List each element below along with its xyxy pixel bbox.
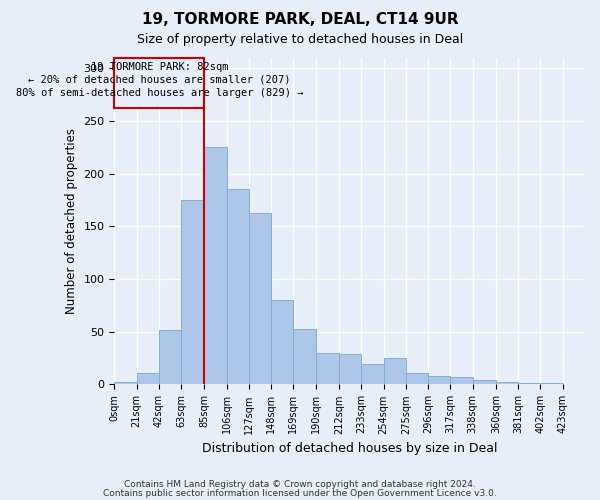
Bar	[249, 212, 271, 384]
Bar	[339, 354, 361, 384]
X-axis label: Distribution of detached houses by size in Deal: Distribution of detached houses by size …	[202, 442, 497, 455]
Bar	[496, 382, 518, 384]
Bar	[316, 353, 339, 384]
Bar	[428, 376, 451, 384]
Text: Contains HM Land Registry data © Crown copyright and database right 2024.: Contains HM Land Registry data © Crown c…	[124, 480, 476, 489]
Bar	[137, 373, 159, 384]
Y-axis label: Number of detached properties: Number of detached properties	[65, 128, 78, 314]
Bar	[473, 380, 496, 384]
Bar	[271, 300, 293, 384]
Bar	[114, 382, 137, 384]
Text: Size of property relative to detached houses in Deal: Size of property relative to detached ho…	[137, 32, 463, 46]
Bar	[383, 358, 406, 384]
Bar	[227, 190, 249, 384]
Bar	[159, 330, 181, 384]
Bar	[406, 373, 428, 384]
Bar	[361, 364, 383, 384]
Bar	[205, 147, 227, 384]
Text: 19 TORMORE PARK: 82sqm: 19 TORMORE PARK: 82sqm	[91, 62, 228, 72]
FancyBboxPatch shape	[114, 58, 205, 108]
Bar	[293, 328, 316, 384]
Bar	[451, 377, 473, 384]
Bar	[181, 200, 205, 384]
Text: Contains public sector information licensed under the Open Government Licence v3: Contains public sector information licen…	[103, 488, 497, 498]
Text: 19, TORMORE PARK, DEAL, CT14 9UR: 19, TORMORE PARK, DEAL, CT14 9UR	[142, 12, 458, 28]
Text: ← 20% of detached houses are smaller (207): ← 20% of detached houses are smaller (20…	[28, 74, 290, 85]
Text: 80% of semi-detached houses are larger (829) →: 80% of semi-detached houses are larger (…	[16, 88, 303, 98]
